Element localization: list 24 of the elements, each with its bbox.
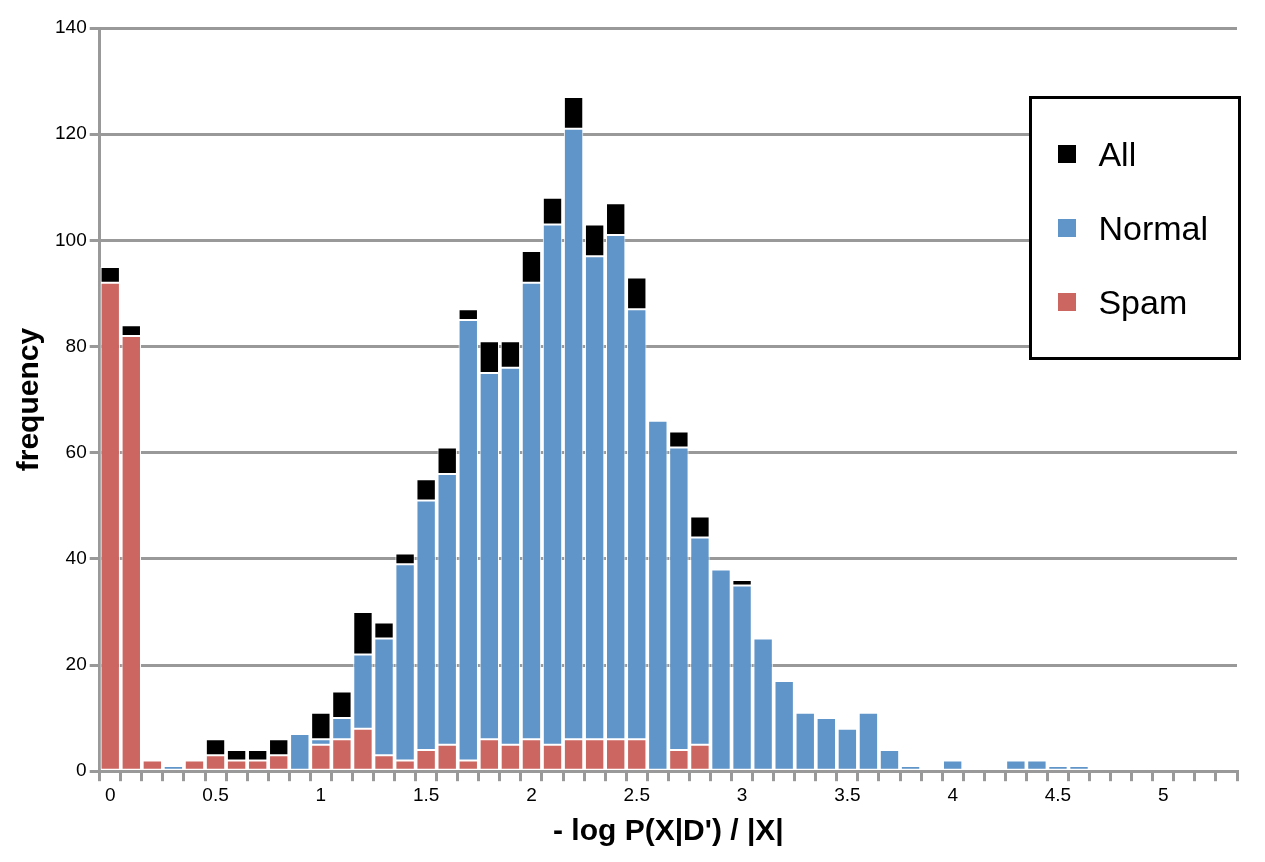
y-axis-title: frequency [11, 327, 45, 472]
x-tick-label: 1 [315, 783, 327, 805]
x-tick-label: 3.5 [834, 783, 861, 805]
legend-label: Normal [1098, 208, 1208, 248]
y-tick-label: 140 [55, 16, 87, 38]
x-tick-label: 5 [1158, 783, 1169, 805]
x-axis-title: - log P(X|D') / |X| [553, 813, 784, 847]
y-tick-label: 80 [65, 334, 87, 356]
x-tick-label: 1.5 [412, 783, 440, 805]
y-tick-label: 40 [65, 547, 87, 569]
x-tick-label: 2.5 [623, 783, 650, 805]
x-tick-label: 3 [736, 783, 748, 805]
x-tick-label: 0.5 [202, 783, 229, 805]
legend-label: All [1098, 134, 1137, 174]
y-tick-label: 20 [65, 653, 87, 675]
y-tick-label: 0 [76, 759, 87, 781]
x-tick-label: 2 [526, 783, 537, 805]
y-tick-label: 120 [55, 122, 87, 144]
y-tick-label: 100 [55, 228, 87, 250]
legend-label: Spam [1098, 282, 1188, 322]
x-tick-label: 4.5 [1044, 783, 1072, 805]
y-tick-label: 60 [65, 440, 87, 462]
x-tick-label: 4 [947, 783, 959, 805]
x-tick-label: 0 [104, 783, 116, 805]
